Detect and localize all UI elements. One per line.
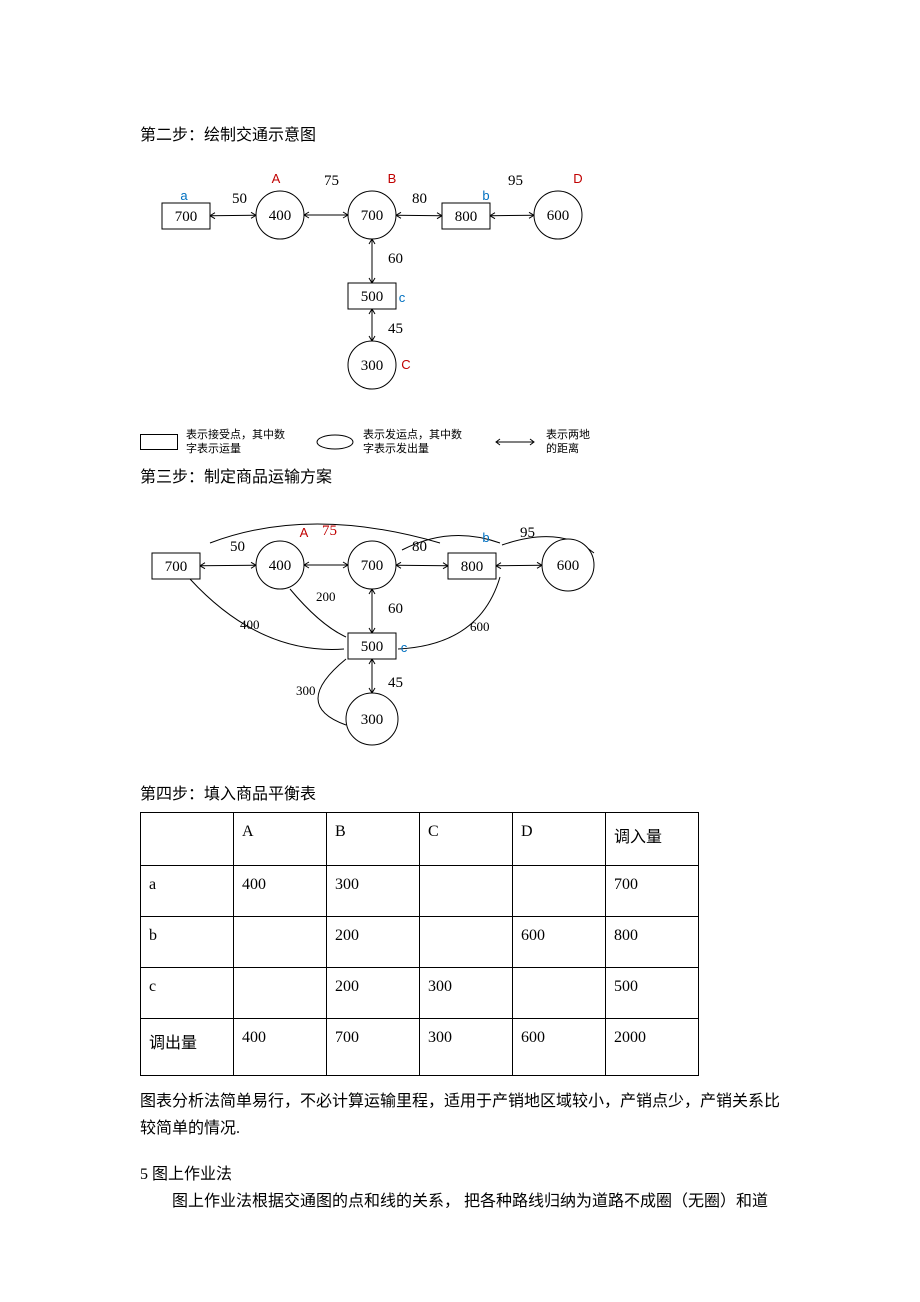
svg-text:80: 80: [412, 191, 427, 207]
table-cell: 400: [234, 1018, 327, 1075]
svg-text:300: 300: [361, 358, 384, 374]
svg-text:A: A: [300, 525, 309, 540]
step3-title: 第三步：制定商品运输方案: [140, 463, 780, 487]
svg-text:700: 700: [175, 209, 198, 225]
svg-text:50: 50: [232, 191, 247, 207]
svg-text:c: c: [399, 290, 406, 305]
diagram-2: 507580956045400200600300700400A700800b60…: [140, 495, 780, 760]
table-cell: 600: [513, 916, 606, 967]
balance-table: A B C D 调入量 a 400 300 700 b 200 600 800 …: [140, 812, 699, 1076]
table-header-cell: D: [513, 812, 606, 865]
svg-text:60: 60: [388, 601, 403, 617]
table-cell: 700: [606, 865, 699, 916]
step2-title: 第二步：绘制交通示意图: [140, 121, 780, 145]
svg-text:700: 700: [361, 208, 384, 224]
svg-text:80: 80: [412, 539, 427, 555]
table-cell: 调出量: [141, 1018, 234, 1075]
svg-text:45: 45: [388, 321, 403, 337]
svg-text:60: 60: [388, 251, 403, 267]
table-cell: 300: [420, 967, 513, 1018]
table-header-row: A B C D 调入量: [141, 812, 699, 865]
table-cell: [234, 967, 327, 1018]
table-header-cell: A: [234, 812, 327, 865]
svg-text:C: C: [401, 357, 410, 372]
svg-text:75: 75: [324, 173, 339, 189]
svg-text:800: 800: [461, 559, 484, 575]
step4-title: 第四步：填入商品平衡表: [140, 780, 780, 804]
table-cell: 500: [606, 967, 699, 1018]
analysis-paragraph: 图表分析法简单易行，不必计算运输里程，适用于产销地区域较小，产销点少，产销关系比…: [140, 1088, 780, 1142]
table-cell: 800: [606, 916, 699, 967]
svg-text:b: b: [482, 530, 489, 545]
table-row: c 200 300 500: [141, 967, 699, 1018]
svg-text:600: 600: [470, 619, 490, 634]
table-cell: b: [141, 916, 234, 967]
table-cell: a: [141, 865, 234, 916]
table-cell: 400: [234, 865, 327, 916]
legend-ellipse-icon: [315, 434, 355, 450]
table-header-cell: 调入量: [606, 812, 699, 865]
section5-title: 5 图上作业法: [140, 1160, 780, 1184]
table-header-cell: B: [327, 812, 420, 865]
svg-text:800: 800: [455, 209, 478, 225]
diagram-1: 50 75 80 95 60 45 700 a 400 A 700 B 800 b 600 D 500 c 300 C: [140, 153, 780, 408]
table-cell: 200: [327, 967, 420, 1018]
svg-text:50: 50: [230, 539, 245, 555]
table-cell: 300: [420, 1018, 513, 1075]
table-cell: 600: [513, 1018, 606, 1075]
svg-text:500: 500: [361, 639, 384, 655]
legend-rect-text: 表示接受点，其中数 字表示运量: [186, 428, 285, 457]
svg-text:300: 300: [361, 712, 384, 728]
table-cell: [513, 865, 606, 916]
legend-rect-item: 表示接受点，其中数 字表示运量: [140, 428, 285, 457]
table-header-cell: C: [420, 812, 513, 865]
table-cell: [420, 865, 513, 916]
svg-text:600: 600: [557, 558, 580, 574]
svg-text:400: 400: [269, 208, 292, 224]
table-header-cell: [141, 812, 234, 865]
svg-text:200: 200: [316, 589, 336, 604]
table-cell: [420, 916, 513, 967]
legend-ellipse-text: 表示发运点，其中数 字表示发出量: [363, 428, 462, 457]
table-cell: 2000: [606, 1018, 699, 1075]
svg-text:D: D: [573, 171, 582, 186]
svg-text:b: b: [482, 188, 489, 203]
svg-text:45: 45: [388, 675, 403, 691]
table-cell: [234, 916, 327, 967]
section5-body: 图上作业法根据交通图的点和线的关系， 把各种路线归纳为道路不成圈（无圈）和道: [140, 1188, 780, 1215]
legend-arrow-item: 表示两地 的距离: [492, 428, 590, 457]
legend-arrow-icon: [492, 437, 538, 447]
svg-text:75: 75: [322, 523, 337, 539]
table-cell: 200: [327, 916, 420, 967]
legend-arrow-text: 表示两地 的距离: [546, 428, 590, 457]
svg-text:a: a: [180, 188, 188, 203]
svg-text:400: 400: [269, 558, 292, 574]
svg-text:95: 95: [508, 173, 523, 189]
svg-text:500: 500: [361, 289, 384, 305]
svg-text:600: 600: [547, 208, 570, 224]
legend-ellipse-item: 表示发运点，其中数 字表示发出量: [315, 428, 462, 457]
svg-text:700: 700: [361, 558, 384, 574]
svg-text:700: 700: [165, 559, 188, 575]
legend-rect-icon: [140, 434, 178, 450]
table-cell: c: [141, 967, 234, 1018]
table-cell: 300: [327, 865, 420, 916]
table-row: b 200 600 800: [141, 916, 699, 967]
svg-text:c: c: [401, 640, 408, 655]
table-cell: [513, 967, 606, 1018]
table-row: a 400 300 700: [141, 865, 699, 916]
svg-text:A: A: [272, 171, 281, 186]
svg-text:400: 400: [240, 617, 260, 632]
legend: 表示接受点，其中数 字表示运量 表示发运点，其中数 字表示发出量 表示两地 的距…: [140, 428, 780, 457]
svg-text:300: 300: [296, 683, 316, 698]
table-cell: 700: [327, 1018, 420, 1075]
svg-text:B: B: [388, 171, 397, 186]
table-row: 调出量 400 700 300 600 2000: [141, 1018, 699, 1075]
